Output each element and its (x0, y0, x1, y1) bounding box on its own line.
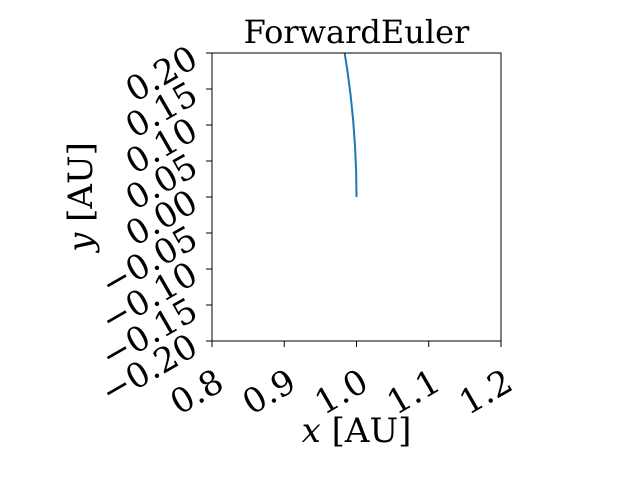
y-axis-label-unit: [AU] (61, 142, 101, 222)
chart-title: ForwardEuler (244, 13, 470, 51)
x-tick-label: 0.9 (236, 362, 303, 424)
x-axis-label-var: x (302, 411, 321, 451)
x-axis-label-unit: [AU] (332, 411, 412, 451)
y-axis: −0.20−0.15−0.10−0.050.000.050.100.150.20 (94, 38, 212, 413)
y-axis-label-var: y (61, 232, 101, 254)
x-tick-label: 1.2 (453, 362, 520, 424)
series-line (343, 53, 358, 198)
y-axis-label: y [AU] (61, 142, 101, 254)
x-axis-label: x [AU] (302, 411, 412, 451)
series-layer (343, 53, 358, 198)
